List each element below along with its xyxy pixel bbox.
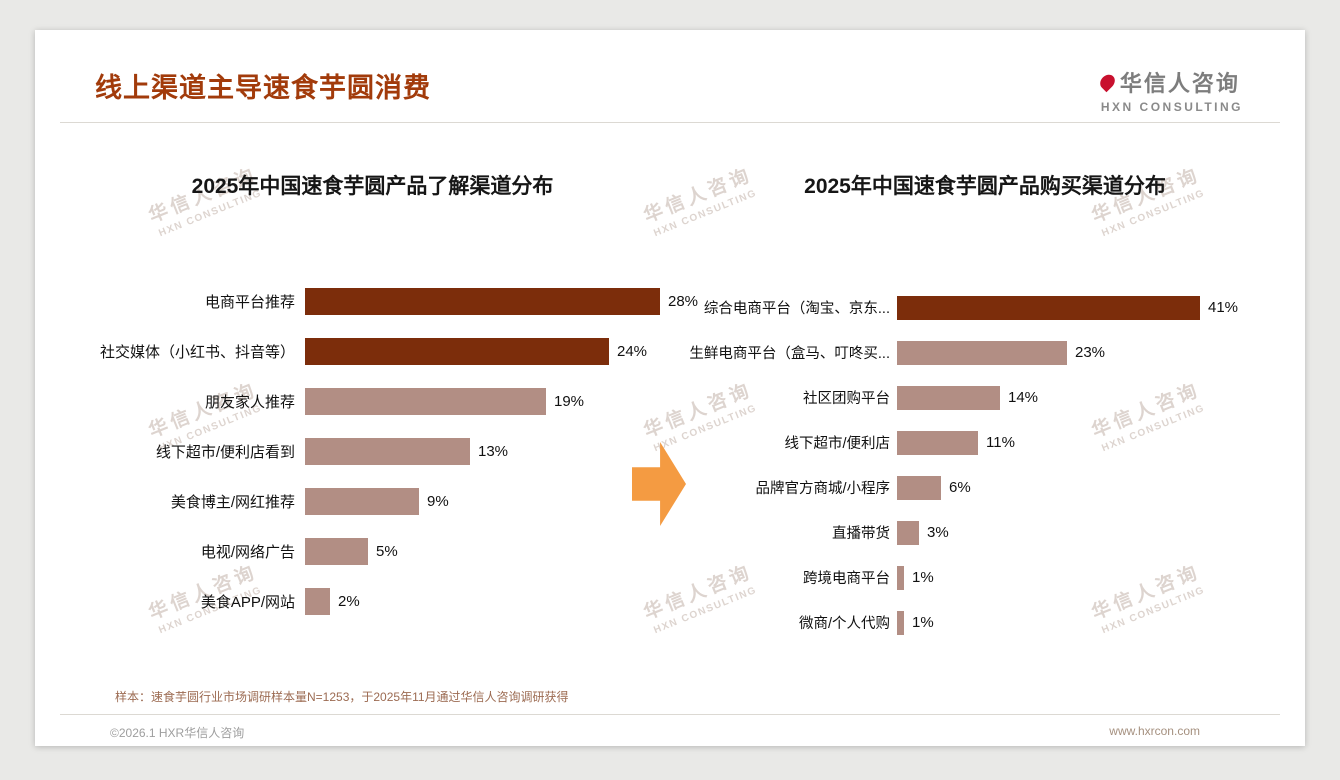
bar-track: 23% [897,340,1300,365]
bar [897,430,978,455]
bar-row: 美食APP/网站 2% [80,576,665,626]
purchase-channel-chart: 综合电商平台（淘宝、京东... 41% 生鲜电商平台（盒马、叮咚买... 23% 社区团… [685,285,1300,645]
bar-row: 美食博主/网红推荐 9% [80,476,665,526]
bar-row: 微商/个人代购 1% [685,600,1300,645]
bar-value-label: 24% [617,342,648,360]
bar-track: 41% [897,295,1300,320]
footer-copyright: ©2026.1 HXR华信人咨询 [110,726,245,740]
logo-name: 华信人咨询 [1119,71,1240,96]
bar-value-label: 11% [986,434,1015,451]
bar-track: 9% [305,487,665,515]
bar-track: 1% [897,565,1300,590]
bar-row: 跨境电商平台 1% [685,555,1300,600]
bar-track: 6% [897,475,1300,500]
footer-divider [60,714,1280,715]
bar-category-label: 生鲜电商平台（盒马、叮咚买... [689,346,890,362]
bar-row: 综合电商平台（淘宝、京东... 41% [685,285,1300,330]
bar-category-label: 朋友家人推荐 [204,393,295,411]
bar-category-label: 品牌官方商城/小程序 [755,481,890,497]
bar-value-label: 9% [427,492,449,510]
bar-category-label: 美食博主/网红推荐 [170,493,295,511]
bar-row: 朋友家人推荐 19% [80,376,665,426]
bar-value-label: 14% [1008,389,1039,406]
bar [305,487,419,515]
bar-value-label: 23% [1075,344,1106,361]
bar [305,537,368,565]
logo-flame-icon [1097,71,1118,93]
bar [305,387,546,415]
sample-footnote: 样本：速食芋圆行业市场调研样本量N=1253，于2025年11月通过华信人咨询调… [115,690,569,704]
bar-value-label: 1% [912,614,934,631]
bar-value-label: 6% [949,479,971,496]
bar-row: 品牌官方商城/小程序 6% [685,465,1300,510]
bar-category-label: 综合电商平台（淘宝、京东... [703,301,890,317]
bar [305,337,609,365]
bar-category-label: 社区团购平台 [803,391,890,407]
bar-track: 3% [897,520,1300,545]
bar-track: 1% [897,610,1300,635]
bar [897,565,904,590]
slide-card: 华信人咨询 HXN CONSULTING 华信人咨询 HXN CONSULTING 华信… [35,30,1305,746]
bar-value-label: 5% [376,542,398,560]
footer-website: www.hxrcon.com [1109,724,1200,738]
bar-track: 13% [305,437,665,465]
bar [305,287,660,315]
bar [897,385,1000,410]
bar [897,610,904,635]
bar-row: 线下超市/便利店 11% [685,420,1300,465]
bar-category-label: 直播带货 [832,526,890,542]
bar-track: 5% [305,537,665,565]
bar-track: 19% [305,387,665,415]
right-chart-title: 2025年中国速食芋圆产品购买渠道分布 [804,175,1166,198]
bar-track: 14% [897,385,1300,410]
bar-row: 社交媒体（小红书、抖音等） 24% [80,326,665,376]
page-title: 线上渠道主导速食芋圆消费 [95,73,431,103]
bar-category-label: 线下超市/便利店看到 [155,443,295,461]
bar-row: 电商平台推荐 28% [80,276,698,326]
bar-track: 2% [305,587,665,615]
bar-category-label: 电视/网络广告 [200,543,295,561]
bar-value-label: 28% [668,292,699,310]
bar-track: 11% [897,430,1300,455]
bar-value-label: 1% [912,569,934,586]
bar [897,520,919,545]
bar-row: 生鲜电商平台（盒马、叮咚买... 23% [685,330,1300,375]
bar-category-label: 电商平台推荐 [204,293,295,311]
bar [897,295,1200,320]
bar-value-label: 41% [1208,299,1239,316]
bar-row: 电视/网络广告 5% [80,526,665,576]
bar-value-label: 2% [338,592,360,610]
bar-value-label: 13% [478,442,509,460]
bar-category-label: 线下超市/便利店 [784,436,890,452]
header-divider [60,122,1280,123]
bar-category-label: 跨境电商平台 [803,571,890,587]
bar [305,437,470,465]
bar [305,587,330,615]
bar [897,475,941,500]
bar-row: 社区团购平台 14% [685,375,1300,420]
bar-category-label: 社交媒体（小红书、抖音等） [99,343,295,361]
logo-row: 华信人咨询 [1097,66,1243,98]
company-logo: 华信人咨询 HXN CONSULTING [1097,66,1243,114]
bar-row: 直播带货 3% [685,510,1300,555]
bar [897,340,1067,365]
bar-track: 28% [305,287,698,315]
bar-row: 线下超市/便利店看到 13% [80,426,665,476]
bar-track: 24% [305,337,665,365]
awareness-channel-chart: 电商平台推荐 28% 社交媒体（小红书、抖音等） 24% 朋友家人推荐 19% 线下超市/便… [80,276,698,626]
left-chart-title: 2025年中国速食芋圆产品了解渠道分布 [191,175,554,198]
bar-value-label: 3% [927,524,949,541]
bar-category-label: 美食APP/网站 [200,593,295,611]
logo-subtitle: HXN CONSULTING [1100,100,1243,114]
bar-category-label: 微商/个人代购 [798,616,890,632]
bar-value-label: 19% [554,392,585,410]
